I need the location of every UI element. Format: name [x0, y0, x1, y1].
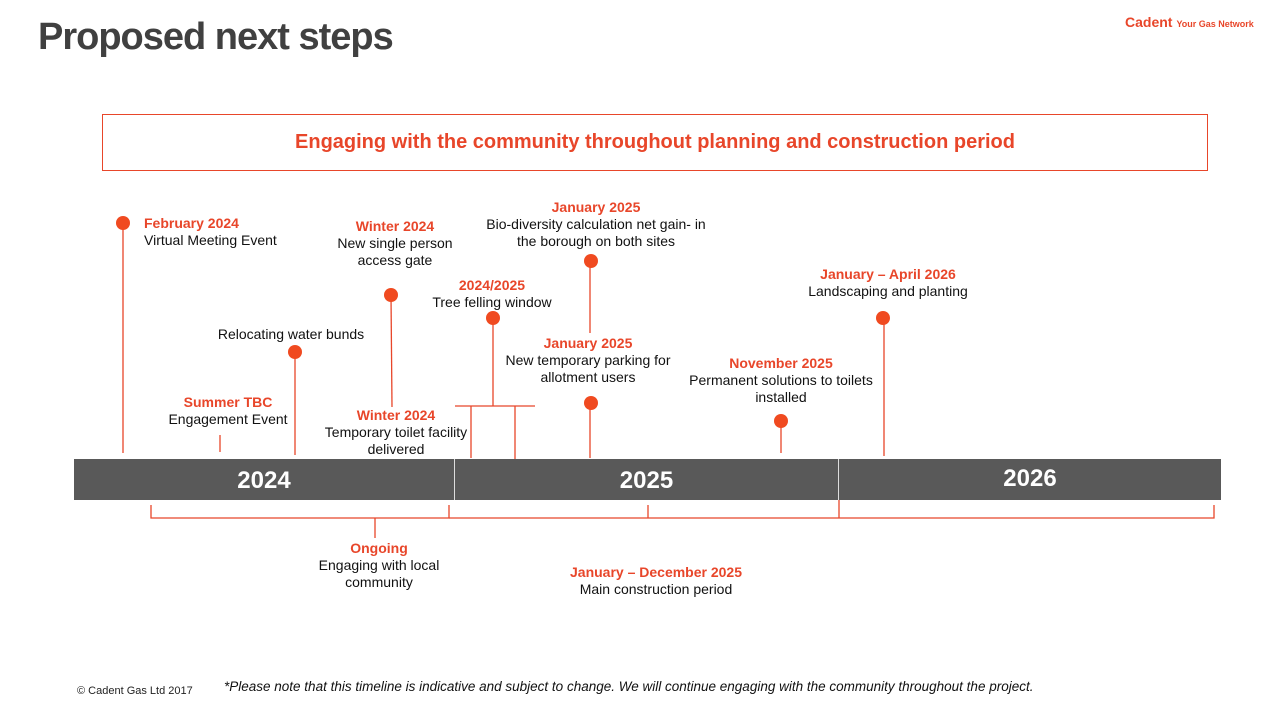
event-desc: installed: [755, 389, 807, 405]
period-ongoing: Ongoing Engaging with local community: [319, 540, 440, 591]
event-date: Winter 2024: [356, 407, 436, 423]
event-desc: allotment users: [540, 369, 636, 385]
event-toilet-facility: Winter 2024 Temporary toilet facility deli…: [325, 407, 467, 458]
year-divider: [838, 459, 839, 500]
period-desc: Engaging with local: [318, 557, 440, 573]
period-date: January – December 2025: [570, 564, 742, 580]
period-desc: community: [345, 574, 413, 590]
engagement-banner: Engaging with the community throughout p…: [102, 114, 1208, 171]
marker-dot: [584, 254, 598, 268]
event-tree-felling: 2024/2025 Tree felling window: [432, 277, 551, 311]
event-date: January 2025: [543, 335, 633, 351]
event-water-bunds: Relocating water bunds: [218, 326, 364, 343]
event-date: January 2025: [551, 199, 641, 215]
event-access-gate: Winter 2024 New single person access gate: [337, 218, 452, 269]
event-date: 2024/2025: [458, 277, 526, 293]
event-summer-tbc: Summer TBC Engagement Event: [168, 394, 287, 428]
disclaimer-note: *Please note that this timeline is indic…: [224, 679, 1034, 694]
page-title: Proposed next steps: [38, 16, 394, 58]
event-landscaping: January – April 2026 Landscaping and plan…: [808, 266, 968, 300]
event-desc: Relocating water bunds: [217, 326, 365, 342]
logo-brand: Cadent: [1125, 14, 1173, 30]
marker-dot: [116, 216, 130, 230]
marker-dot: [288, 345, 302, 359]
event-desc: Temporary toilet facility: [324, 424, 468, 440]
event-desc: Virtual Meeting Event: [144, 232, 277, 248]
event-desc: Permanent solutions to toilets: [689, 372, 873, 388]
year-2026: 2026: [1003, 465, 1057, 492]
cadent-logo: Cadent Your Gas Network: [1125, 14, 1254, 32]
period-construction: January – December 2025 Main construction…: [570, 564, 742, 598]
event-date: Summer TBC: [183, 394, 273, 410]
copyright: © Cadent Gas Ltd 2017: [77, 685, 193, 697]
event-nov-2025: November 2025 Permanent solutions to toil…: [689, 355, 873, 406]
year-2025: 2025: [619, 467, 674, 494]
event-parking: January 2025 New temporary parking for all…: [506, 335, 671, 386]
year-2024: 2024: [237, 467, 291, 494]
event-date: Winter 2024: [355, 218, 435, 234]
event-biodiversity: January 2025 Bio-diversity calculation ne…: [486, 199, 705, 250]
ongoing-bracket: [150, 505, 450, 519]
event-desc: Engagement Event: [168, 411, 288, 427]
event-date: January – April 2026: [820, 266, 956, 282]
marker-dot: [584, 396, 598, 410]
event-desc: Landscaping and planting: [808, 283, 968, 299]
period-date: Ongoing: [350, 540, 408, 556]
event-desc: delivered: [367, 441, 425, 457]
event-desc: New temporary parking for: [505, 352, 671, 368]
logo-tagline: Your Gas Network: [1176, 19, 1254, 29]
year-divider: [454, 459, 455, 500]
construction-bracket: [449, 505, 1215, 519]
event-desc: the borough on both sites: [516, 233, 676, 249]
marker-dot: [486, 311, 500, 325]
marker-dot: [774, 414, 788, 428]
marker-dot: [384, 288, 398, 302]
marker-dot: [876, 311, 890, 325]
event-feb-2024: February 2024 Virtual Meeting Event: [144, 215, 277, 249]
period-desc: Main construction period: [579, 581, 733, 597]
stem-access-gate: [390, 294, 393, 408]
event-date: November 2025: [729, 355, 833, 371]
event-desc: access gate: [357, 252, 433, 268]
year-bar: 2024 2025 2026: [74, 459, 1221, 500]
event-date: February 2024: [144, 215, 239, 231]
event-desc: Bio-diversity calculation net gain- in: [486, 216, 706, 232]
event-desc: New single person: [337, 235, 453, 251]
event-desc: Tree felling window: [432, 294, 552, 310]
